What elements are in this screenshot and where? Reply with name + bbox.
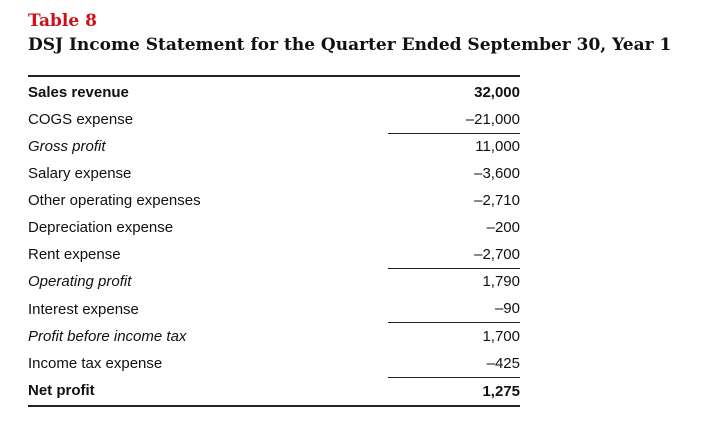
table-label: Table 8: [28, 11, 97, 31]
row-value: –425: [388, 349, 520, 378]
row-label: Rent expense: [28, 245, 121, 263]
row-value: –200: [486, 218, 520, 236]
row-label: COGS expense: [28, 110, 134, 128]
row-value: 1,700: [482, 328, 520, 346]
row-label: Depreciation expense: [28, 218, 174, 236]
table-row-cogs-expense: COGS expense –21,000: [28, 105, 520, 134]
table-row-sales-revenue: Sales revenue 32,000: [28, 79, 520, 106]
row-label: Profit before income tax: [28, 327, 187, 345]
row-label: Interest expense: [28, 300, 139, 318]
row-value: –21,000: [388, 105, 520, 134]
row-value: 1,790: [482, 273, 520, 291]
table-row-operating-profit: Operating profit 1,790: [28, 268, 520, 295]
table-row-other-operating-expenses: Other operating expenses –2,710: [28, 187, 520, 214]
row-label: Operating profit: [28, 273, 132, 291]
top-rule: [28, 75, 520, 77]
table-row-depreciation-expense: Depreciation expense –200: [28, 214, 520, 241]
row-value: –3,600: [474, 165, 520, 183]
table-row-interest-expense: Interest expense –90: [28, 295, 520, 324]
row-value: 11,000: [475, 138, 520, 156]
table-row-profit-before-income-tax: Profit before income tax 1,700: [28, 323, 520, 350]
table-row-net-profit: Net profit 1,275: [28, 377, 520, 407]
row-value: 32,000: [474, 83, 520, 101]
row-label: Net profit: [28, 377, 388, 407]
row-value: 1,275: [388, 377, 520, 407]
table-title: DSJ Income Statement for the Quarter End…: [28, 35, 672, 55]
row-label: Other operating expenses: [28, 192, 201, 210]
row-value: –90: [388, 295, 520, 324]
table-row-salary-expense: Salary expense –3,600: [28, 160, 520, 187]
row-value: –2,700: [388, 240, 520, 269]
table-row-income-tax-expense: Income tax expense –425: [28, 349, 520, 378]
row-label: Income tax expense: [28, 355, 163, 373]
income-statement: Table 8 DSJ Income Statement for the Qua…: [28, 10, 718, 407]
row-label: Gross profit: [28, 138, 106, 156]
row-label: Salary expense: [28, 165, 132, 183]
statement-table: Sales revenue 32,000 COGS expense –21,00…: [28, 79, 520, 407]
row-label: Sales revenue: [28, 83, 129, 101]
table-row-rent-expense: Rent expense –2,700: [28, 240, 520, 269]
row-value: –2,710: [474, 192, 520, 210]
table-row-gross-profit: Gross profit 11,000: [28, 133, 520, 160]
